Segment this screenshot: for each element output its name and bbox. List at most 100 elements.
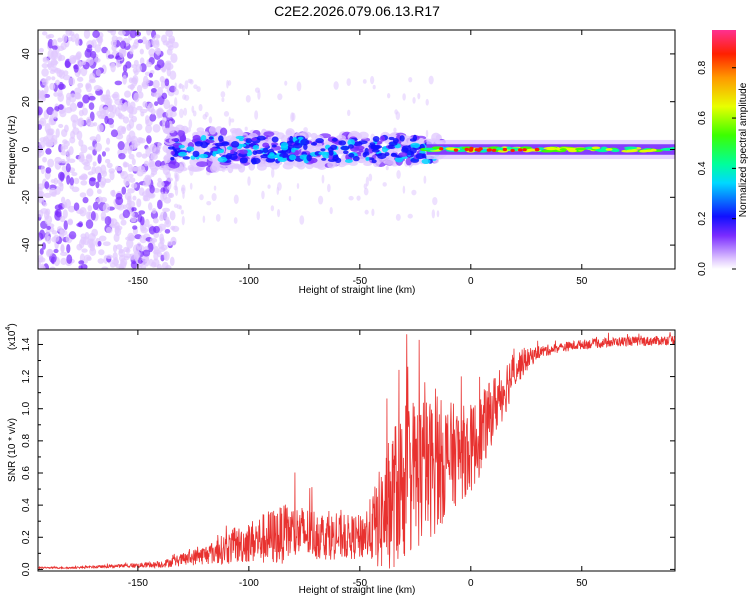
heatmap-blob — [74, 33, 80, 39]
bottom-y-tick-label: 0.2 — [21, 530, 32, 544]
heatmap-blob — [391, 152, 397, 156]
heatmap-blob — [107, 54, 115, 59]
heatmap-blob — [189, 165, 200, 172]
heatmap-blob — [153, 245, 159, 255]
heatmap-blob — [107, 104, 114, 113]
heatmap-blob — [126, 106, 134, 114]
heatmap-blob — [428, 75, 434, 85]
heatmap-blob — [226, 146, 233, 151]
heatmap-blob — [129, 48, 134, 55]
snr-frame — [37, 329, 676, 572]
heatmap-blob — [321, 157, 327, 161]
heatmap-blob — [38, 106, 43, 116]
heatmap-blob — [186, 146, 195, 152]
heatmap-blob — [41, 31, 48, 36]
heatmap-blob — [228, 154, 238, 161]
bottom-y-axis-label: SNR (10 * v/v) — [7, 418, 18, 482]
heatmap-blob — [62, 201, 68, 209]
heatmap-blob — [131, 76, 138, 87]
heatmap-blob — [60, 158, 66, 164]
colorbar: 0.0 0.2 0.4 0.6 0.8 Normalized spectral ampl… — [697, 30, 749, 276]
heatmap-blob — [80, 180, 88, 186]
heatmap-blob — [417, 92, 421, 100]
heatmap-blob — [153, 92, 162, 98]
heatmap-blob — [104, 216, 112, 226]
heatmap-blob — [58, 123, 64, 128]
heatmap-blob — [72, 127, 80, 135]
heatmap-blob — [407, 213, 413, 219]
heatmap-blob — [299, 215, 305, 225]
heatmap-blob — [88, 102, 95, 111]
y-scale-prefix: (x10 — [7, 330, 18, 350]
heatmap-blob — [276, 208, 281, 218]
heatmap-blob — [142, 249, 151, 257]
heatmap-blob — [114, 106, 121, 117]
heatmap-blob — [44, 122, 51, 133]
heatmap-blob — [170, 156, 175, 161]
heatmap-blob — [219, 127, 228, 137]
heatmap-blob — [117, 141, 125, 151]
heatmap-blob — [412, 96, 416, 104]
heatmap-blob — [363, 187, 369, 196]
heatmap-blob — [79, 175, 86, 180]
heatmap-blob — [154, 47, 161, 55]
heatmap-blob — [106, 118, 114, 125]
heatmap-blob — [138, 187, 145, 196]
heatmap-blob — [47, 248, 53, 257]
heatmap-blob — [93, 85, 102, 91]
heatmap-blob — [42, 156, 47, 163]
heatmap-blob — [364, 209, 369, 215]
heatmap-blob — [347, 144, 354, 149]
heatmap-blob — [165, 264, 172, 269]
bottom-x-tick-label: -100 — [239, 578, 259, 589]
heatmap-blob — [131, 139, 138, 150]
heatmap-blob — [52, 109, 58, 119]
heatmap-blob — [115, 244, 123, 250]
heatmap-blob — [63, 140, 70, 147]
heatmap-blob — [84, 48, 92, 58]
heatmap-blob — [182, 94, 187, 100]
heatmap-blob — [128, 130, 136, 141]
heatmap-blob — [111, 259, 120, 265]
heatmap-blob — [267, 153, 277, 159]
heatmap-blob — [410, 142, 421, 149]
top-x-tick-label: -150 — [128, 276, 148, 287]
heatmap-blob — [171, 106, 177, 112]
heatmap-blob — [260, 154, 270, 159]
heatmap-blob — [329, 206, 333, 215]
heatmap-blob — [170, 225, 176, 231]
heatmap-blob — [245, 95, 251, 103]
heatmap-blob — [348, 195, 354, 201]
heatmap-blob — [173, 203, 179, 209]
heatmap-blob — [38, 260, 42, 269]
heatmap-blob — [98, 235, 107, 242]
heatmap-blob — [59, 172, 65, 182]
heatmap-blob — [271, 144, 277, 148]
heatmap-blob — [160, 80, 165, 89]
heatmap-blob — [425, 129, 429, 138]
heatmap-blob — [147, 192, 156, 199]
heatmap-blob — [327, 183, 331, 193]
top-y-ticks: -40 -20 0 20 40 — [21, 48, 675, 252]
heatmap-blob — [44, 233, 49, 242]
heatmap-blob — [73, 202, 80, 212]
heatmap-blob — [130, 166, 138, 172]
heatmap-blob — [102, 203, 111, 213]
bottom-x-tick-label: 0 — [468, 578, 474, 589]
heatmap-blob — [139, 57, 145, 65]
heatmap-blob — [385, 165, 389, 171]
heatmap-blob — [146, 30, 152, 36]
heatmap-blob — [372, 84, 376, 90]
heatmap-blob — [372, 136, 380, 143]
heatmap-blob — [136, 105, 143, 111]
heatmap-blob — [110, 129, 119, 138]
heatmap-blob — [112, 251, 118, 261]
heatmap-blob — [431, 209, 436, 219]
heatmap-blob — [76, 209, 85, 215]
heatmap-blob — [127, 199, 132, 207]
heatmap-blob — [310, 142, 318, 146]
heatmap-blob — [85, 116, 92, 126]
heatmap-blob — [69, 31, 75, 37]
heatmap-blob — [149, 237, 158, 243]
heatmap-blob — [39, 229, 46, 240]
